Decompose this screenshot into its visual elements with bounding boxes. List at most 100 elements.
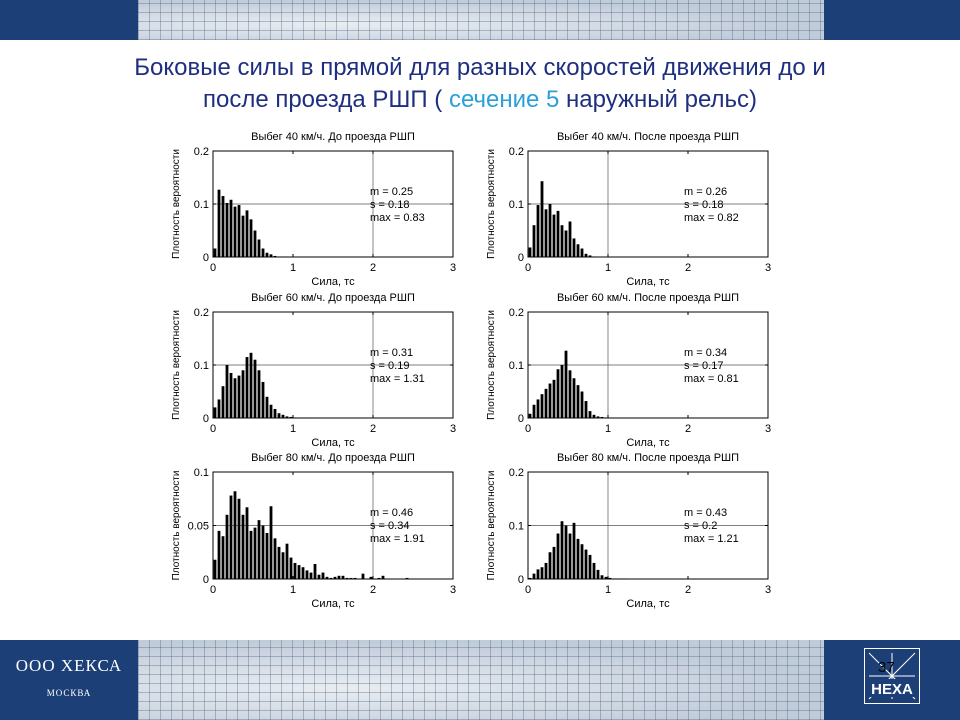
x-tick-label: 1 — [605, 423, 611, 435]
histogram-bar — [241, 370, 245, 418]
x-tick-label: 0 — [210, 262, 216, 274]
y-axis-label: Плотность вероятности — [486, 149, 497, 259]
histogram-bar — [233, 378, 237, 418]
histogram-bar — [361, 573, 365, 579]
chart-panel-4: 0 1 2 3 0 0.1 0.2 Выбег 60 км/ч. После проезда … — [486, 292, 771, 449]
histogram-bar — [552, 214, 556, 257]
chart-title: Выбег 80 км/ч. До проезда РШП — [251, 452, 415, 464]
histogram-bar — [265, 532, 269, 579]
logo-text: HEXA — [871, 681, 913, 698]
histogram-bar — [592, 414, 596, 418]
histogram-bar — [241, 514, 245, 579]
histogram-bar — [548, 204, 552, 257]
page-number: 37 — [878, 659, 895, 676]
stats-annotation: m = 0.31 — [370, 347, 413, 359]
histogram-bar — [548, 552, 552, 579]
histogram-bar — [229, 199, 233, 257]
title-line-2b: наружный рельс) — [566, 86, 758, 113]
histogram-bar — [281, 552, 285, 579]
histogram-bar — [564, 350, 568, 418]
x-axis-label: Сила, тс — [311, 276, 355, 288]
histogram-bar — [305, 570, 309, 579]
histogram-bar — [556, 533, 560, 579]
histogram-bar — [576, 244, 580, 257]
histogram-grid: 0 1 2 3 0 0.1 0.2 Выбег 40 км/ч. До проезда РШП… — [171, 131, 771, 610]
stats-annotation: max = 0.82 — [684, 212, 739, 224]
chart-title: Выбег 80 км/ч. После проезда РШП — [557, 452, 739, 464]
histogram-bar — [381, 575, 385, 579]
histogram-bar — [405, 577, 409, 579]
histogram-bar — [596, 416, 600, 418]
histogram-bar — [528, 247, 532, 257]
x-tick-label: 2 — [685, 423, 691, 435]
stats-annotation: s = 0.17 — [684, 360, 723, 372]
stats-annotation: m = 0.34 — [684, 347, 727, 359]
histogram-bar — [301, 567, 305, 579]
histogram-bar — [568, 221, 572, 257]
histogram-bar — [273, 408, 277, 418]
y-axis-label: Плотность вероятности — [171, 471, 182, 581]
histogram-bar — [353, 577, 357, 579]
y-tick-label: 0 — [518, 574, 524, 586]
histogram-bar — [596, 569, 600, 579]
stats-annotation: s = 0.18 — [684, 199, 723, 211]
histogram-bar — [532, 404, 536, 418]
histogram-bar — [289, 557, 293, 579]
y-tick-label: 0 — [203, 574, 209, 586]
histogram-bar — [544, 388, 548, 418]
histogram-bar — [588, 554, 592, 579]
histogram-bar — [217, 399, 221, 418]
histogram-bar — [572, 378, 576, 418]
histogram-bar — [564, 230, 568, 257]
histogram-bar — [233, 206, 237, 257]
title-line-1: Боковые силы в прямой для разных скорост… — [134, 54, 826, 81]
histogram-bar — [225, 365, 229, 418]
stats-annotation: max = 0.81 — [684, 373, 739, 385]
histogram-bar — [317, 574, 321, 579]
histogram-bar — [560, 365, 564, 418]
stats-annotation: max = 1.91 — [370, 533, 425, 545]
histogram-bar — [261, 381, 265, 418]
histogram-bar — [261, 525, 265, 579]
title-accent: сечение 5 — [448, 86, 560, 113]
histogram-bar — [313, 564, 317, 579]
histogram-bar — [568, 533, 572, 579]
histogram-bar — [253, 359, 257, 418]
x-tick-label: 2 — [685, 262, 691, 274]
stats-annotation: s = 0.19 — [370, 360, 409, 372]
chart-title: Выбег 60 км/ч. До проезда РШП — [251, 292, 415, 304]
histogram-bar — [560, 521, 564, 579]
company-name: ООО ХЕКСА — [15, 656, 123, 675]
x-tick-label: 3 — [765, 423, 771, 435]
histogram-bar — [584, 253, 588, 257]
histogram-bar — [285, 543, 289, 579]
histogram-bar — [245, 357, 249, 418]
histogram-bar — [528, 577, 532, 579]
histogram-bar — [556, 369, 560, 418]
histogram-bar — [245, 210, 249, 257]
histogram-bar — [277, 413, 281, 418]
chart-title: Выбег 40 км/ч. До проезда РШП — [251, 131, 415, 143]
histogram-bar — [584, 549, 588, 579]
histogram-bar — [265, 252, 269, 257]
histogram-bar — [245, 507, 249, 579]
x-tick-label: 1 — [290, 262, 296, 274]
footer-band — [0, 640, 960, 720]
x-tick-label: 1 — [605, 262, 611, 274]
x-tick-label: 0 — [525, 423, 531, 435]
histogram-bar — [333, 576, 337, 579]
x-axis-label: Сила, тс — [626, 276, 670, 288]
x-axis-label: Сила, тс — [626, 437, 670, 449]
x-tick-label: 2 — [370, 423, 376, 435]
histogram-bar — [540, 181, 544, 257]
y-tick-label: 0 — [203, 252, 209, 264]
histogram-bar — [241, 215, 245, 257]
histogram-bar — [269, 506, 273, 579]
histogram-bar — [377, 577, 381, 579]
chart-panel-2: 0 1 2 3 0 0.1 0.2 Выбег 40 км/ч. После проезда … — [486, 131, 771, 288]
histogram-bar — [540, 567, 544, 579]
x-tick-label: 3 — [765, 584, 771, 596]
chart-title: Выбег 40 км/ч. После проезда РШП — [557, 131, 739, 143]
histogram-bar — [588, 411, 592, 418]
y-axis-label: Плотность вероятности — [171, 149, 182, 259]
